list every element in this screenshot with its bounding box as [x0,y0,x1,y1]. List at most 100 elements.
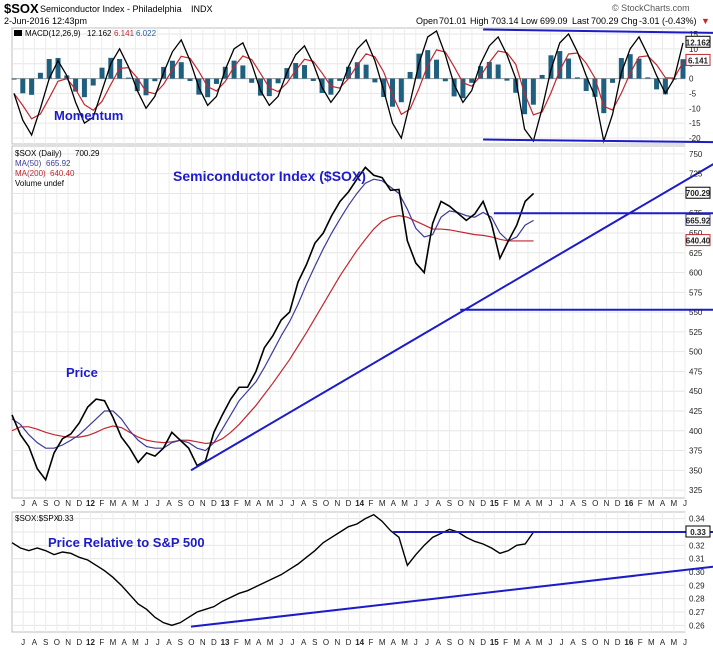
macd-legend-value: 12.162 [87,29,112,38]
macd-histogram-bar [566,58,572,79]
x-tick-label: S [312,638,317,647]
y-tick-label: 575 [689,288,703,297]
histogram-legend-value: 6.022 [136,29,157,38]
x-tick-label: D [346,499,352,508]
x-tick-label: J [290,499,294,508]
x-tick-label: S [312,499,317,508]
y-tick-label: 475 [689,367,703,376]
x-tick-label: N [65,499,71,508]
x-tick-label: N [469,638,475,647]
x-tick-label: F [503,499,508,508]
x-tick-label: M [513,638,520,647]
macd-histogram-bar [178,62,184,79]
x-tick-label: J [414,638,418,647]
macd-histogram-bar [381,78,387,98]
x-tick-label: D [76,638,82,647]
x-tick-label: D [615,499,621,508]
y-tick-label: 625 [689,249,703,258]
y-tick-label: 0.28 [689,595,705,604]
macd-histogram-bar [152,78,158,82]
series-lines [11,29,684,627]
symbol: $SOX [4,1,39,16]
relative-annotation: Price Relative to S&P 500 [48,535,205,550]
macd-histogram-bar [522,78,528,115]
x-tick-label: O [188,499,194,508]
y-tick-label: 325 [689,486,703,495]
momentum-annotation: Momentum [54,108,123,123]
x-tick-label: A [301,499,307,508]
value-badge-text: 700.29 [686,189,711,198]
macd-histogram-bar [460,78,466,99]
x-tick-label: J [21,499,25,508]
x-tick-label: D [211,638,217,647]
macd-histogram-bar [11,78,17,80]
x-tick-label: O [592,638,598,647]
macd-histogram-bar [108,57,114,79]
x-tick-label: N [200,499,206,508]
macd-histogram-bar [55,58,61,79]
macd-histogram-bar [240,65,246,79]
x-tick-label: A [256,499,262,508]
value-badge [685,186,711,199]
y-tick-label: -15 [689,119,701,128]
y-tick-label: 525 [689,328,703,337]
macd-legend-swatch [14,30,22,36]
macd-histogram-bar [275,78,281,84]
y-tick-label: 0.34 [689,515,705,524]
x-tick-label: D [480,499,486,508]
macd-histogram-bar [398,78,404,103]
y-tick-label: -10 [689,104,701,113]
relative-trendline [190,565,713,628]
x-tick-label: 16 [624,638,633,647]
x-tick-label: N [469,499,475,508]
y-tick-label: 650 [689,229,703,238]
x-tick-label: M [379,638,386,647]
macd-histogram-bar [301,65,307,79]
ma50-legend-label: MA(50) [15,159,42,168]
ma50-line [11,178,534,452]
macd-histogram-bar [213,78,219,84]
high-value: 703.14 [491,16,519,26]
credit: © StockCharts.com [612,3,690,13]
y-tick-label: 750 [689,150,703,159]
x-tick-label: D [615,638,621,647]
macd-histogram-bar [346,66,351,79]
x-tick-label: 14 [355,499,364,508]
macd-histogram-bar [134,78,140,92]
macd-histogram-bar [231,60,237,79]
y-tick-label: 350 [689,466,703,475]
x-tick-label: M [401,499,408,508]
y-tick-label: 425 [689,407,703,416]
value-badge [685,53,711,66]
x-tick-label: S [447,499,452,508]
x-tick-label: F [234,499,239,508]
x-tick-label: J [560,499,564,508]
x-tick-label: S [581,499,586,508]
x-tick-label: N [65,638,71,647]
macd-histogram-bar [548,55,554,79]
x-tick-label: O [323,499,329,508]
macd-histogram-bar [46,59,52,79]
x-tick-label: M [513,499,520,508]
macd-legend-label: MACD(12,26,9) [25,29,81,38]
x-tick-label: A [166,638,172,647]
x-tick-label: J [21,638,25,647]
x-tick-label: A [660,499,666,508]
y-tick-label: 0.32 [689,541,705,550]
x-tick-label: M [267,499,274,508]
open-value: 701.01 [439,16,467,26]
x-tick-label: D [346,638,352,647]
macd-histogram-bar [372,78,378,83]
macd-histogram-bar [478,66,484,79]
x-tick-label: F [638,638,643,647]
y-tick-label: 550 [689,308,703,317]
x-tick-label: A [166,499,172,508]
relative-line [11,513,535,627]
last-label: Last [572,16,590,26]
x-tick-label: M [267,638,274,647]
y-tick-label: 0 [689,75,694,84]
x-tick-label: J [156,638,160,647]
chg-value: -3.01 (-0.43%) [639,16,697,26]
macd-histogram-bar [645,77,651,79]
